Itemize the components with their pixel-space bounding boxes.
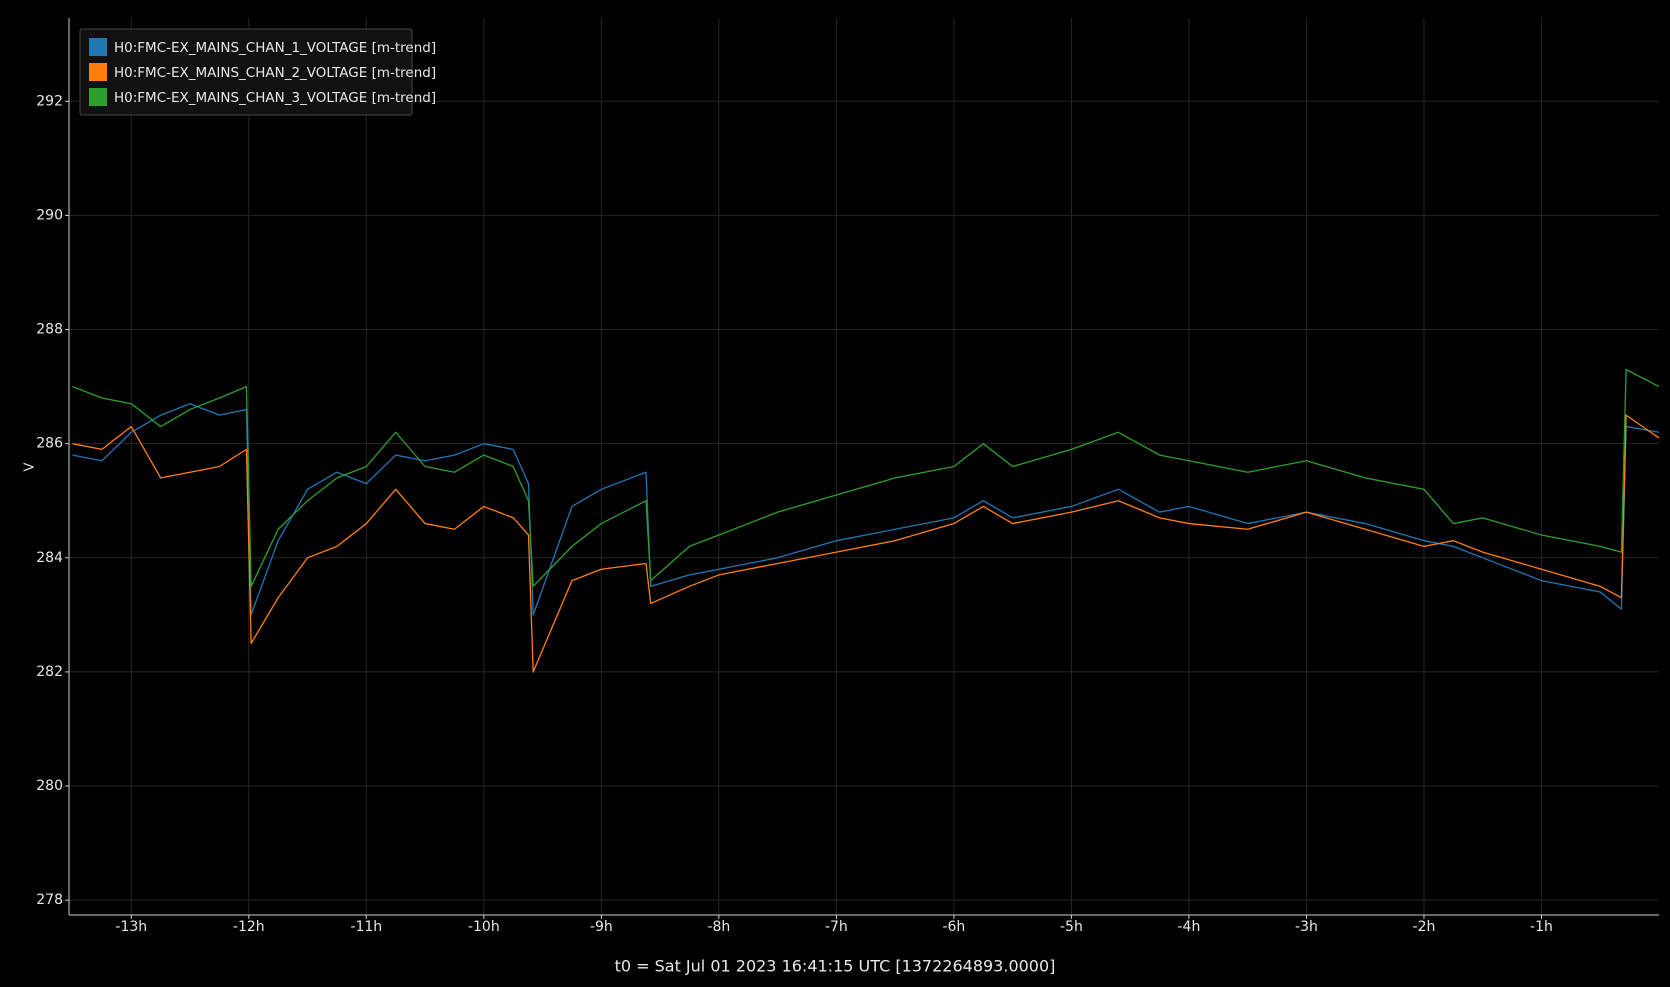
y-tick-label: 284 <box>36 550 63 566</box>
x-tick-label: -1h <box>1530 919 1553 935</box>
x-tick-label: -12h <box>233 919 265 935</box>
x-axis-label: t0 = Sat Jul 01 2023 16:41:15 UTC [13722… <box>615 957 1056 976</box>
x-tick-label: -7h <box>825 919 848 935</box>
y-tick-label: 288 <box>36 322 63 338</box>
legend-label: H0:FMC-EX_MAINS_CHAN_3_VOLTAGE [m-trend] <box>114 90 436 106</box>
x-tick-label: -10h <box>468 919 500 935</box>
x-tick-label: -9h <box>590 919 613 935</box>
legend-label: H0:FMC-EX_MAINS_CHAN_2_VOLTAGE [m-trend] <box>114 65 436 81</box>
x-tick-label: -4h <box>1178 919 1201 935</box>
y-tick-label: 290 <box>36 207 63 223</box>
y-tick-label: 280 <box>36 778 63 794</box>
x-tick-label: -3h <box>1295 919 1318 935</box>
x-tick-label: -11h <box>350 919 382 935</box>
legend-box <box>79 28 413 116</box>
legend-label: H0:FMC-EX_MAINS_CHAN_1_VOLTAGE [m-trend] <box>114 40 436 56</box>
series-line <box>72 403 1660 616</box>
y-tick-label: 292 <box>36 93 63 109</box>
y-tick-label: 286 <box>36 436 63 452</box>
series-line <box>72 368 1660 587</box>
legend-swatch <box>89 88 107 106</box>
x-tick-label: -13h <box>115 919 147 935</box>
series-line <box>72 414 1660 673</box>
y-tick-label: 282 <box>36 664 63 680</box>
x-tick-label: -2h <box>1413 919 1436 935</box>
y-tick-label: 278 <box>36 892 63 908</box>
legend: H0:FMC-EX_MAINS_CHAN_1_VOLTAGE [m-trend]… <box>79 28 436 116</box>
y-axis-label: V <box>23 462 38 471</box>
legend-swatch <box>89 63 107 81</box>
x-tick-label: -5h <box>1060 919 1083 935</box>
x-tick-label: -6h <box>942 919 965 935</box>
legend-swatch <box>89 38 107 56</box>
x-tick-label: -8h <box>707 919 730 935</box>
